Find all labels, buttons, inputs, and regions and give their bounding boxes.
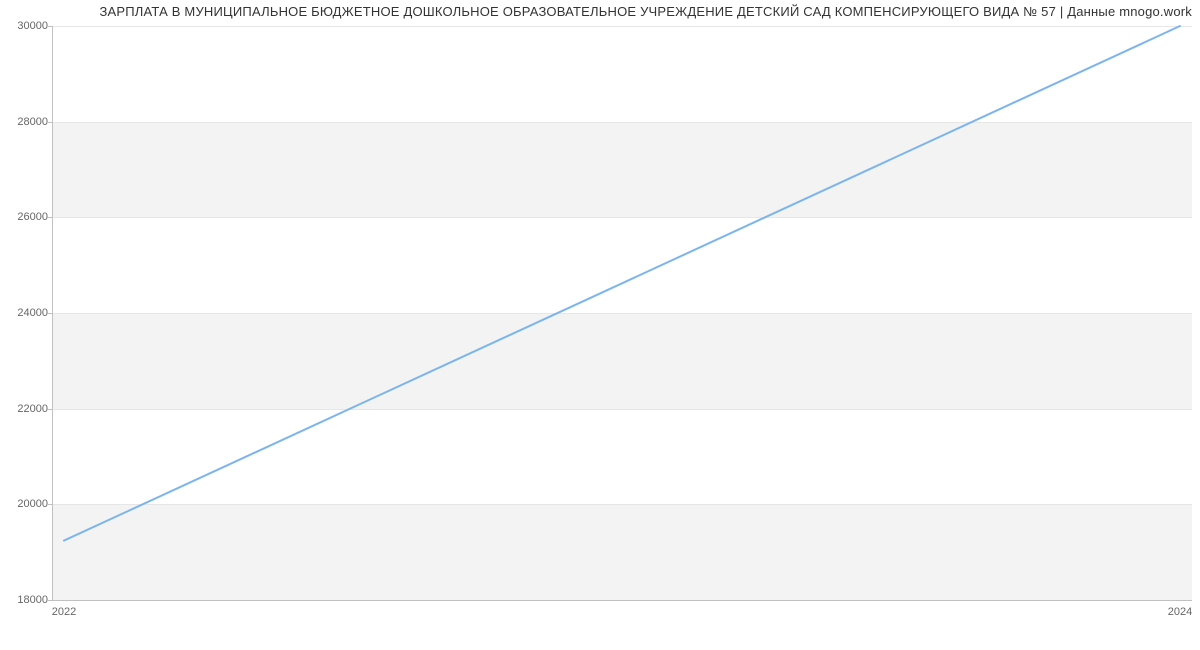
salary-line-chart: ЗАРПЛАТА В МУНИЦИПАЛЬНОЕ БЮДЖЕТНОЕ ДОШКО…: [0, 0, 1200, 650]
chart-title: ЗАРПЛАТА В МУНИЦИПАЛЬНОЕ БЮДЖЕТНОЕ ДОШКО…: [99, 4, 1192, 19]
chart-line-layer: [52, 26, 1192, 600]
y-tick-mark: [48, 600, 52, 601]
y-tick-mark: [48, 122, 52, 123]
y-tick-label: 22000: [4, 403, 48, 415]
y-tick-mark: [48, 313, 52, 314]
x-axis-line: [52, 600, 1192, 601]
y-tick-label: 30000: [4, 20, 48, 32]
y-tick-mark: [48, 217, 52, 218]
y-tick-label: 28000: [4, 116, 48, 128]
y-tick-label: 24000: [4, 307, 48, 319]
series-line-salary: [64, 26, 1180, 541]
y-tick-label: 26000: [4, 211, 48, 223]
y-tick-label: 20000: [4, 498, 48, 510]
y-tick-mark: [48, 409, 52, 410]
x-tick-label: 2022: [52, 606, 76, 618]
y-axis-line: [52, 26, 53, 600]
y-tick-mark: [48, 26, 52, 27]
chart-plot-area: [52, 26, 1192, 600]
x-tick-label: 2024: [1168, 606, 1192, 618]
y-tick-label: 18000: [4, 594, 48, 606]
y-tick-mark: [48, 504, 52, 505]
